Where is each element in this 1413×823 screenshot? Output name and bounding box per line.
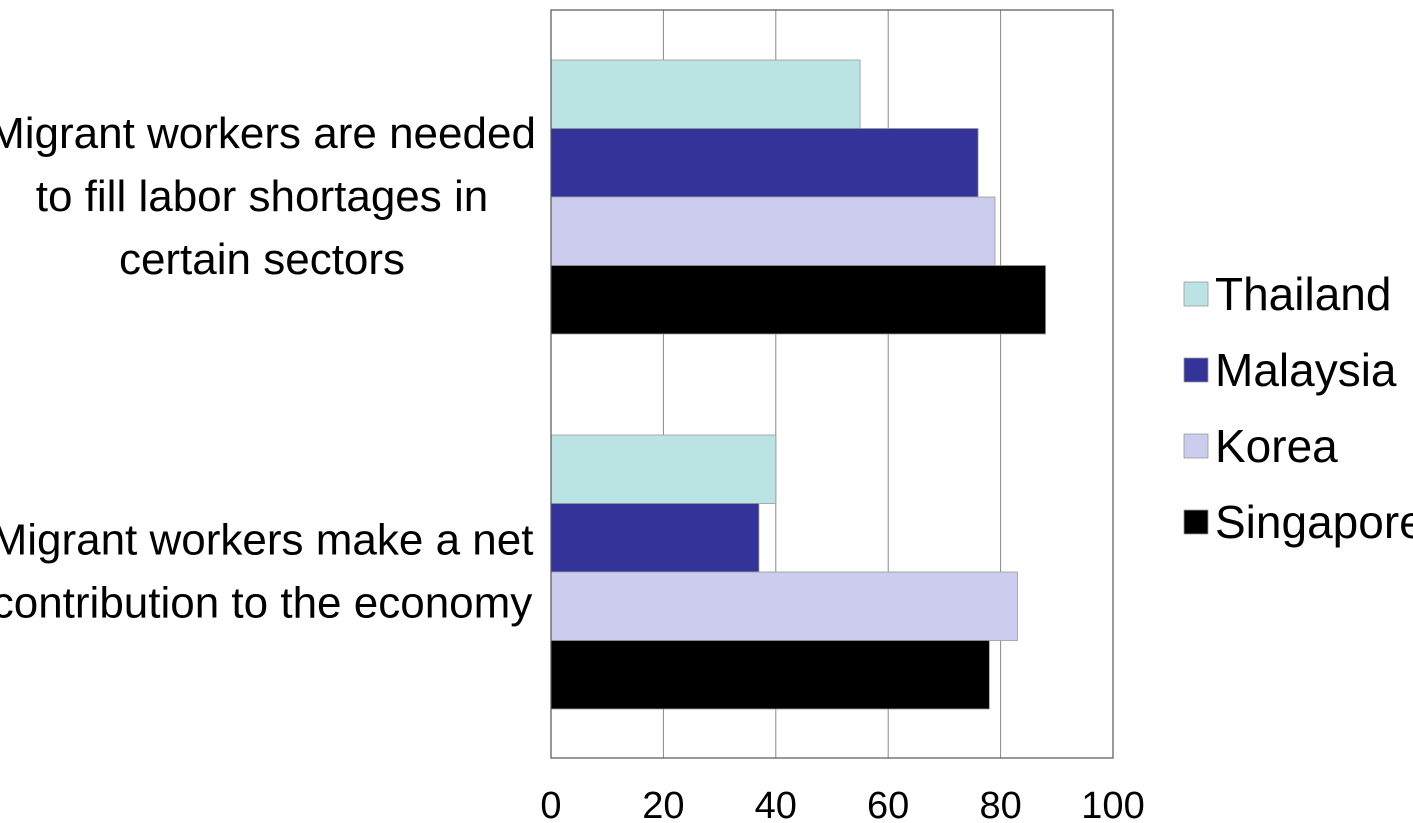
legend: Thailand Malaysia Korea Singapore xyxy=(1183,268,1413,548)
x-axis-tick-labels: 0 20 40 60 80 100 xyxy=(540,785,1144,823)
x-tick-label: 40 xyxy=(755,785,797,823)
x-tick-label: 100 xyxy=(1081,785,1144,823)
bar-thailand xyxy=(550,59,861,129)
legend-swatch-malaysia xyxy=(1183,357,1209,383)
category-label-line: to fill labor shortages in xyxy=(36,172,488,221)
legend-label-singapore: Singapore xyxy=(1215,496,1413,548)
legend-swatch-singapore xyxy=(1183,509,1209,535)
category-labels: Migrant workers are needed to fill labor … xyxy=(0,109,536,628)
x-tick-label: 0 xyxy=(540,785,561,823)
x-tick-label: 20 xyxy=(642,785,684,823)
x-tick-label: 60 xyxy=(867,785,909,823)
bar-korea xyxy=(550,571,1018,641)
bar-korea xyxy=(550,196,996,266)
legend-label-malaysia: Malaysia xyxy=(1215,344,1397,396)
category-label-line: Migrant workers are needed xyxy=(0,109,536,158)
legend-label-thailand: Thailand xyxy=(1215,268,1391,320)
bar-malaysia xyxy=(550,128,979,198)
bar-malaysia xyxy=(550,503,760,573)
category-label: Migrant workers make a net contribution t… xyxy=(0,516,533,628)
x-tick-label: 80 xyxy=(979,785,1021,823)
legend-label-korea: Korea xyxy=(1215,420,1338,472)
bar-singapore xyxy=(550,640,990,710)
bar-singapore xyxy=(550,265,1046,335)
category-label-line: contribution to the economy xyxy=(0,579,532,628)
legend-swatch-korea xyxy=(1183,433,1209,459)
plot-area-frame xyxy=(550,9,1114,759)
legend-swatch-thailand xyxy=(1183,281,1209,307)
category-label: Migrant workers are needed to fill labor … xyxy=(0,109,536,284)
bar-thailand xyxy=(550,434,777,504)
category-label-line: certain sectors xyxy=(119,235,405,284)
bars xyxy=(550,59,1046,710)
category-label-line: Migrant workers make a net xyxy=(0,516,533,565)
